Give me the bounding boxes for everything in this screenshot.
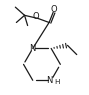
Text: H: H	[54, 79, 60, 85]
Text: O: O	[51, 5, 57, 14]
Text: N: N	[30, 44, 36, 53]
Text: O: O	[32, 12, 39, 21]
Text: N: N	[46, 76, 52, 85]
